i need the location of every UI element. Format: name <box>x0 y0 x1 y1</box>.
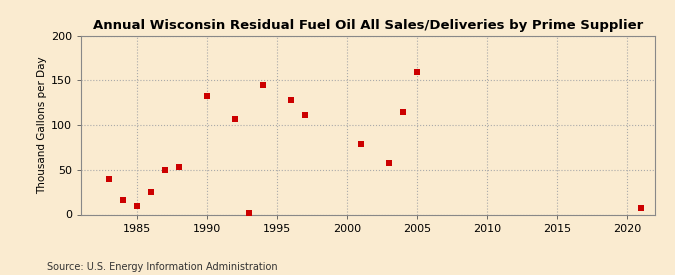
Title: Annual Wisconsin Residual Fuel Oil All Sales/Deliveries by Prime Supplier: Annual Wisconsin Residual Fuel Oil All S… <box>92 19 643 32</box>
Text: Source: U.S. Energy Information Administration: Source: U.S. Energy Information Administ… <box>47 262 278 272</box>
Point <box>244 211 254 215</box>
Point <box>258 83 269 87</box>
Point <box>398 109 408 114</box>
Point <box>173 165 184 169</box>
Point <box>132 204 142 209</box>
Point <box>146 190 157 194</box>
Point <box>103 177 114 181</box>
Point <box>230 117 240 121</box>
Point <box>300 113 310 117</box>
Point <box>117 198 128 202</box>
Point <box>383 160 394 165</box>
Point <box>635 206 646 210</box>
Point <box>356 142 367 146</box>
Point <box>412 69 423 74</box>
Point <box>202 94 213 98</box>
Point <box>286 98 296 102</box>
Y-axis label: Thousand Gallons per Day: Thousand Gallons per Day <box>36 56 47 194</box>
Point <box>159 167 170 172</box>
